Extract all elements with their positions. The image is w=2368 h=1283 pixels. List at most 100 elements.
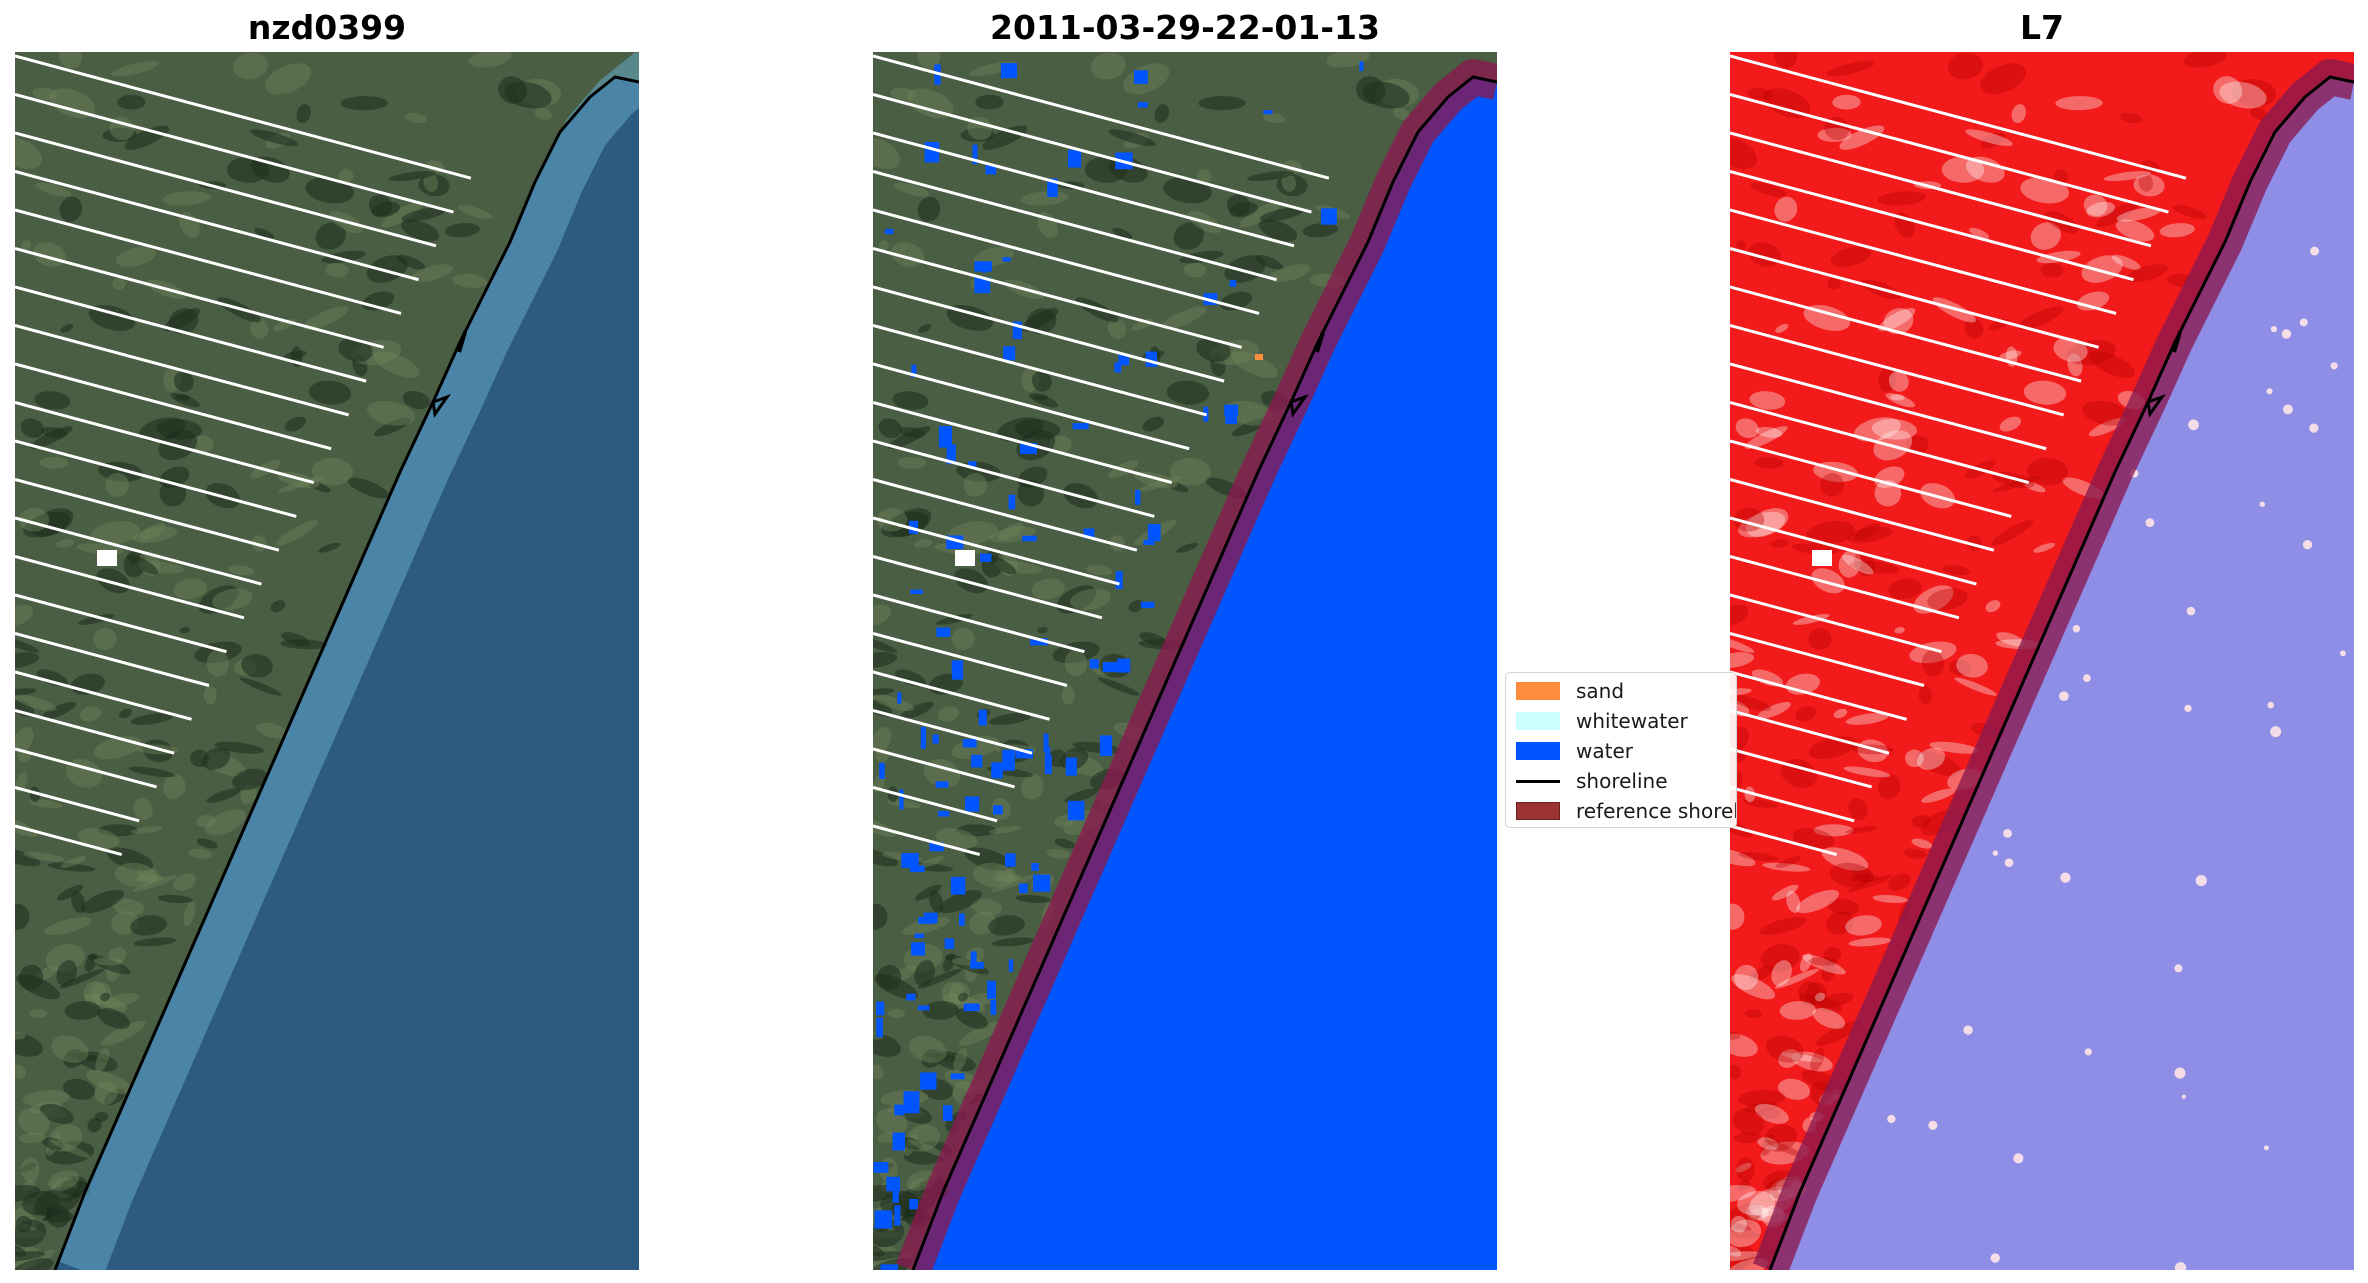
- terrain-patch: [1811, 568, 1845, 594]
- water-pixel: [886, 1176, 901, 1192]
- water-pixel: [920, 1072, 937, 1090]
- terrain-patch: [20, 1162, 37, 1173]
- terrain-patch: [283, 350, 307, 360]
- terrain-patch: [1990, 520, 2034, 546]
- terrain-patch: [94, 1081, 118, 1105]
- water-pixel: [1033, 874, 1051, 892]
- terrain-patch: [1730, 1184, 1756, 1203]
- water-pixel: [1047, 178, 1058, 198]
- water-pixel: [1018, 883, 1028, 894]
- terrain-patch: [1097, 677, 1140, 696]
- terrain-patch: [991, 937, 1035, 947]
- sea-speck: [2259, 501, 2265, 507]
- terrain-patch: [1033, 394, 1048, 401]
- sea-speck: [2186, 606, 2196, 616]
- legend-label: water: [1576, 739, 1633, 763]
- shoreline-fragment: [431, 393, 451, 418]
- water-pixel: [909, 1198, 919, 1210]
- terrain-patch: [2213, 76, 2243, 104]
- water-pixel: [884, 228, 894, 235]
- terrain-patch: [2020, 177, 2069, 204]
- terrain-patch: [227, 565, 255, 576]
- terrain-patch: [887, 1009, 906, 1018]
- terrain-patch: [873, 1033, 901, 1057]
- sea-speck: [2330, 362, 2338, 370]
- terrain-patch: [900, 701, 934, 720]
- terrain-patch: [1759, 917, 1807, 935]
- panel-classified: 2011-03-29-22-01-13: [873, 0, 1497, 1283]
- terrain-patch: [1781, 1052, 1823, 1063]
- terrain-patch: [958, 992, 969, 1002]
- terrain-patch: [1269, 264, 1311, 282]
- terrain-patch: [1826, 911, 1854, 935]
- water-pixel: [906, 993, 916, 1001]
- water-pixel: [970, 951, 977, 967]
- terrain-patch: [1048, 749, 1067, 768]
- sea-speck: [2181, 1094, 2186, 1099]
- terrain-patch: [250, 129, 298, 147]
- terrain-patch: [303, 306, 349, 330]
- terrain-patch: [190, 749, 209, 768]
- terrain-patch: [64, 1001, 101, 1020]
- water-pixel: [1321, 208, 1337, 225]
- terrain-patch: [1183, 262, 1207, 278]
- terrain-patch: [55, 539, 75, 548]
- terrain-patch: [1872, 894, 1908, 903]
- terrain-patch: [877, 964, 902, 991]
- terrain-patch: [23, 852, 65, 862]
- water-pixel: [959, 913, 965, 926]
- water-pixel: [950, 1073, 965, 1080]
- scanline-gap: [15, 362, 332, 451]
- terrain-patch: [1964, 318, 1984, 339]
- water-pixel: [1030, 638, 1048, 646]
- scanline-gap: [873, 632, 1068, 687]
- water-pixel: [935, 781, 949, 788]
- sea-speck: [2310, 246, 2320, 256]
- terrain-patch: [1730, 1033, 1758, 1057]
- terrain-patch: [898, 426, 926, 438]
- water-pixel: [880, 1264, 899, 1270]
- terrain-patch: [239, 677, 282, 696]
- terrain-patch: [18, 1132, 47, 1144]
- terrain-patch: [196, 814, 216, 828]
- terrain-patch: [1020, 774, 1044, 800]
- water-pixel: [932, 734, 939, 744]
- scanline-gap: [1730, 362, 2047, 451]
- terrain-patch: [1817, 127, 1852, 142]
- water-pixel: [1225, 413, 1238, 424]
- terrain-patch: [1848, 797, 1868, 820]
- water-pixel: [951, 660, 964, 680]
- terrain-patch: [318, 542, 341, 553]
- terrain-patch: [988, 915, 1025, 936]
- scanline-gap: [1730, 516, 1977, 586]
- terrain-patch: [1061, 685, 1075, 705]
- sea-speck: [2013, 1153, 2024, 1164]
- terrain-patch: [444, 223, 480, 238]
- terrain-patch: [1802, 954, 1846, 975]
- terrain-patch: [139, 523, 166, 541]
- shoreline-fragment: [1289, 393, 1309, 418]
- terrain-patch: [2023, 380, 2067, 405]
- terrain-patch: [1832, 94, 1861, 110]
- terrain-patch: [1730, 1203, 1763, 1233]
- terrain-patch: [44, 917, 92, 935]
- terrain-patch: [1108, 129, 1156, 147]
- terrain-patch: [281, 632, 310, 647]
- terrain-patch: [162, 774, 186, 800]
- terrain-patch: [1737, 1089, 1786, 1107]
- water-pixel: [1229, 279, 1237, 287]
- terrain-patch: [2088, 351, 2135, 378]
- scanline-gap: [15, 439, 297, 518]
- terrain-patch: [212, 588, 253, 611]
- terrain-patch: [1929, 741, 1979, 754]
- terrain-patch: [173, 370, 194, 392]
- terrain-patch: [1754, 1103, 1789, 1124]
- terrain-patch: [66, 1052, 108, 1063]
- terrain-patch: [1258, 219, 1298, 242]
- terrain-patch: [1765, 1139, 1806, 1158]
- scanline-gap: [873, 362, 1190, 451]
- terrain-patch: [935, 828, 978, 850]
- terrain-patch: [100, 1020, 146, 1046]
- terrain-patch: [1231, 417, 1270, 437]
- terrain-patch: [1163, 177, 1212, 204]
